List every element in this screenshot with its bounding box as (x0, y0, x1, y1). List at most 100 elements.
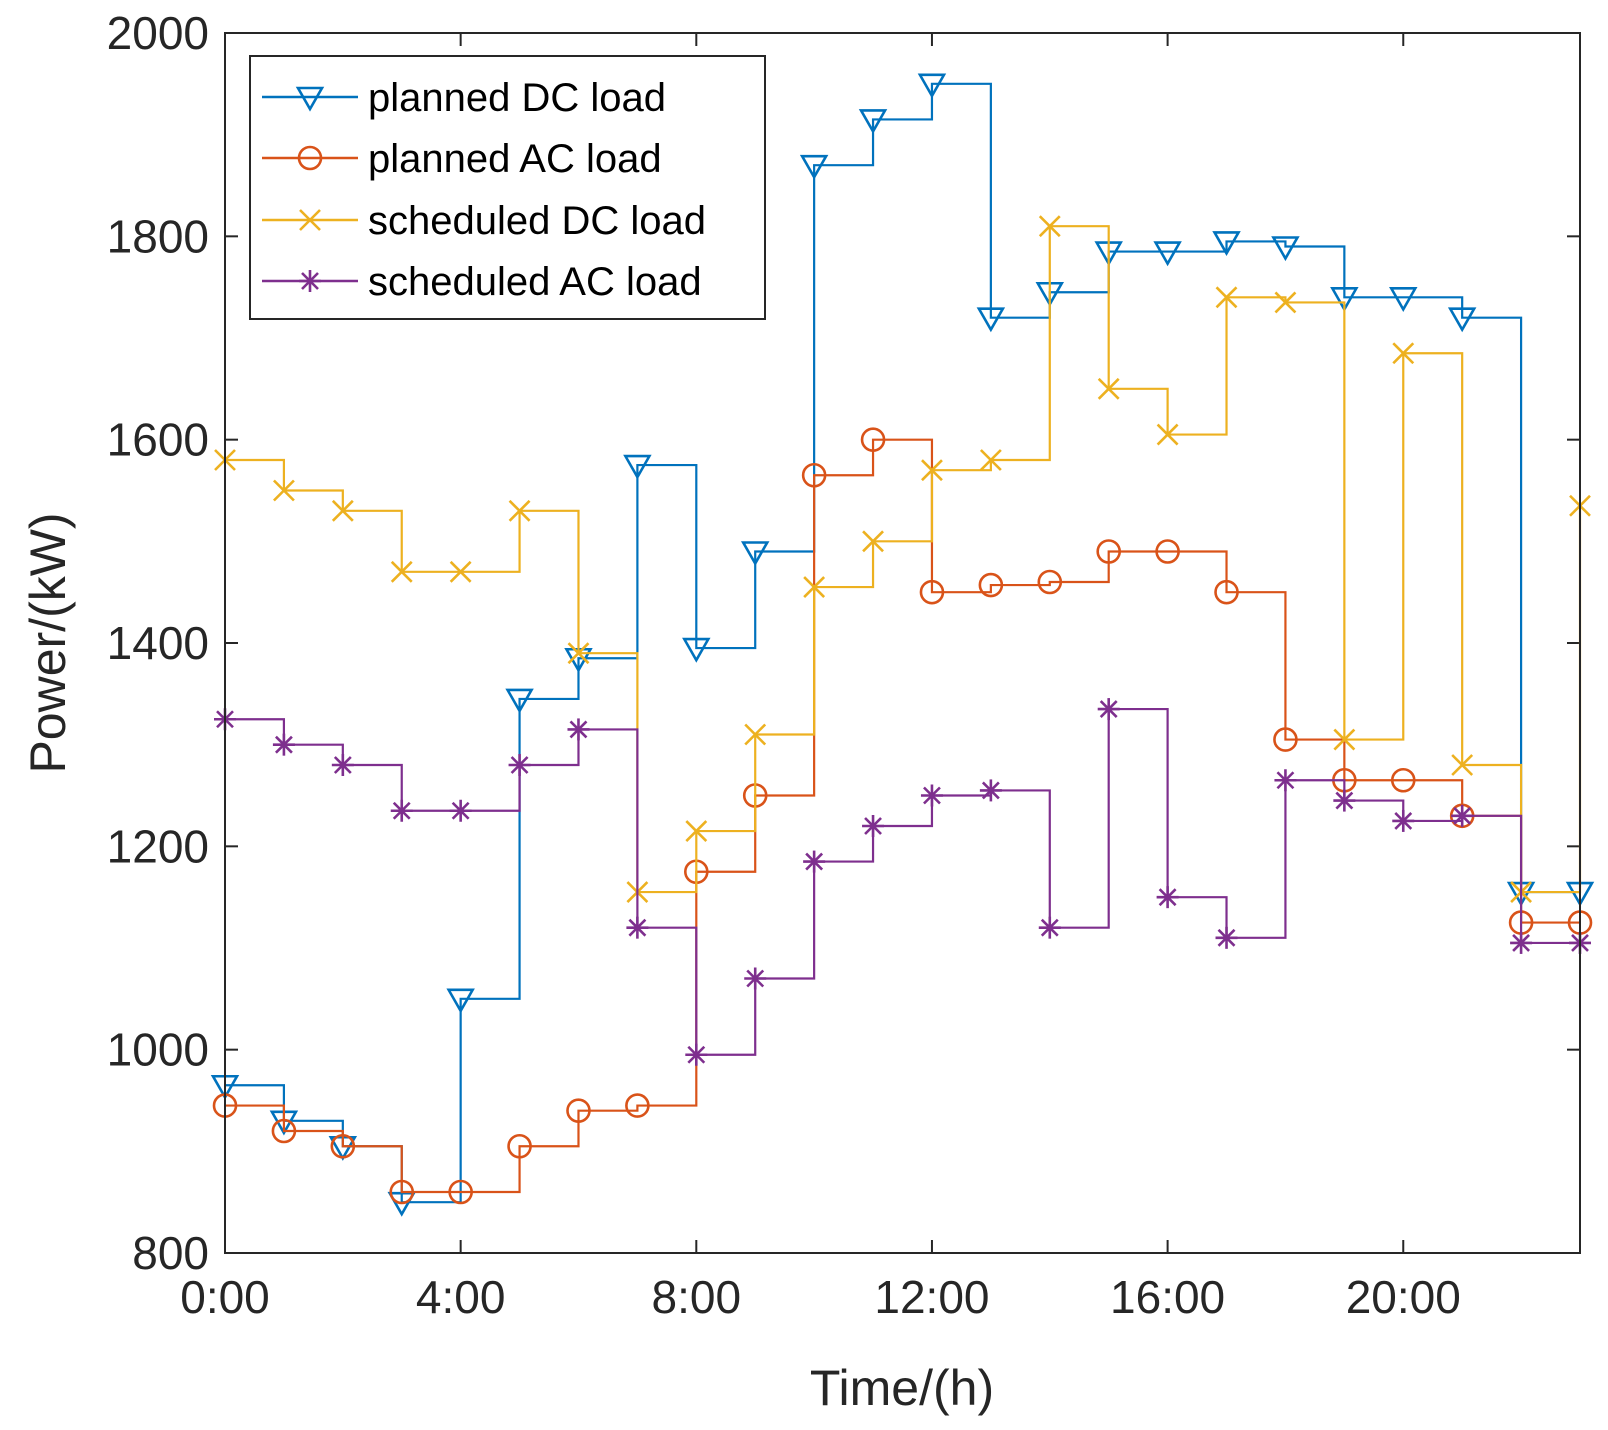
x-tick-label: 12:00 (874, 1271, 989, 1323)
x-tick-label: 4:00 (416, 1271, 506, 1323)
legend-label: planned DC load (368, 76, 666, 120)
data-point (862, 815, 885, 837)
legend-entry: scheduled AC load (262, 260, 702, 304)
legend-box (249, 55, 766, 320)
tick-label-layer: 0:00 4:00 8:00 12:00 16:00 20:00 800 1000 1200 14… (107, 7, 1461, 1323)
data-point (567, 642, 590, 665)
data-point (449, 560, 472, 583)
y-tick-label: 2000 (107, 7, 209, 59)
data-point (1215, 926, 1238, 949)
data-point (1155, 539, 1180, 564)
data-point (1097, 377, 1120, 400)
series-layer (210, 73, 1595, 1217)
data-point (505, 688, 534, 714)
x-tick-label: 0:00 (180, 1271, 270, 1323)
legend-marker (299, 270, 321, 292)
data-point (862, 530, 884, 553)
data-point (1451, 754, 1474, 776)
data-point (1510, 931, 1533, 954)
data-point (921, 459, 943, 482)
data-point (801, 462, 827, 488)
series-line (225, 82, 1580, 1204)
series-planned-dc-load (210, 73, 1595, 1217)
data-point (1389, 287, 1418, 312)
data-point (978, 572, 1004, 598)
y-tick-label: 1400 (107, 617, 209, 669)
legend-marker (295, 86, 325, 112)
data-point (567, 718, 590, 741)
data-point (979, 449, 1002, 471)
data-point (979, 779, 1002, 802)
data-point (272, 479, 295, 502)
data-point (1215, 286, 1238, 309)
data-point (919, 579, 945, 605)
data-point (1390, 767, 1416, 793)
data-point (625, 1093, 650, 1118)
legend-label: scheduled AC load (368, 260, 702, 304)
data-point (1212, 231, 1241, 257)
x-tick-label: 20:00 (1346, 1271, 1461, 1323)
data-point (566, 1098, 591, 1123)
data-point (1392, 342, 1415, 365)
data-point (858, 109, 888, 135)
data-point (387, 1191, 416, 1217)
y-tick-label: 1800 (107, 210, 209, 262)
data-point (449, 799, 472, 822)
data-point (1330, 287, 1359, 312)
legend-marker (297, 145, 323, 171)
data-point (803, 576, 826, 599)
x-tick-label: 8:00 (652, 1271, 742, 1323)
y-tick-label: 800 (132, 1227, 209, 1279)
data-point (1096, 539, 1121, 564)
data-point (685, 820, 708, 843)
data-point (271, 1118, 297, 1144)
data-point (508, 754, 531, 776)
data-point (1156, 423, 1179, 446)
legend-items: planned DC load planned AC load scheduled … (262, 76, 706, 304)
data-point (1333, 728, 1356, 751)
data-point (682, 637, 711, 663)
data-point (744, 723, 767, 746)
data-point (1097, 698, 1120, 721)
y-tick-label: 1000 (107, 1024, 209, 1076)
data-point (446, 988, 475, 1014)
data-point (1274, 769, 1297, 792)
data-point (626, 916, 649, 939)
data-point (1153, 241, 1182, 267)
legend-marker (299, 209, 321, 231)
data-point (1271, 236, 1300, 262)
series-line (225, 225, 1582, 894)
data-point (448, 1179, 473, 1205)
data-point (331, 499, 354, 522)
data-point (1274, 291, 1297, 314)
data-point (920, 784, 943, 807)
data-point (507, 1133, 532, 1159)
data-point (1273, 727, 1298, 752)
data-point (1214, 579, 1239, 605)
legend-entry: scheduled DC load (262, 199, 706, 243)
data-point (744, 967, 767, 990)
data-point (1447, 307, 1477, 333)
data-point (799, 154, 829, 180)
data-point (1038, 916, 1061, 939)
data-point (330, 1133, 356, 1159)
data-point (1037, 569, 1063, 595)
data-point (623, 454, 652, 480)
legend-entry: planned DC load (262, 76, 666, 120)
data-point (917, 73, 947, 99)
data-point (976, 307, 1006, 333)
data-point (390, 560, 413, 583)
data-point (389, 1179, 415, 1205)
data-point (740, 541, 770, 567)
data-point (860, 427, 886, 452)
data-point (272, 733, 295, 756)
x-tick-label: 16:00 (1110, 1271, 1225, 1323)
legend-label: scheduled DC load (368, 199, 706, 243)
legend-label: planned AC load (368, 137, 662, 181)
data-point (1392, 809, 1415, 832)
data-point (390, 799, 413, 822)
y-axis-title: Power/(kW) (20, 512, 76, 773)
data-point (1038, 215, 1061, 238)
legend-entry: planned AC load (262, 137, 662, 181)
